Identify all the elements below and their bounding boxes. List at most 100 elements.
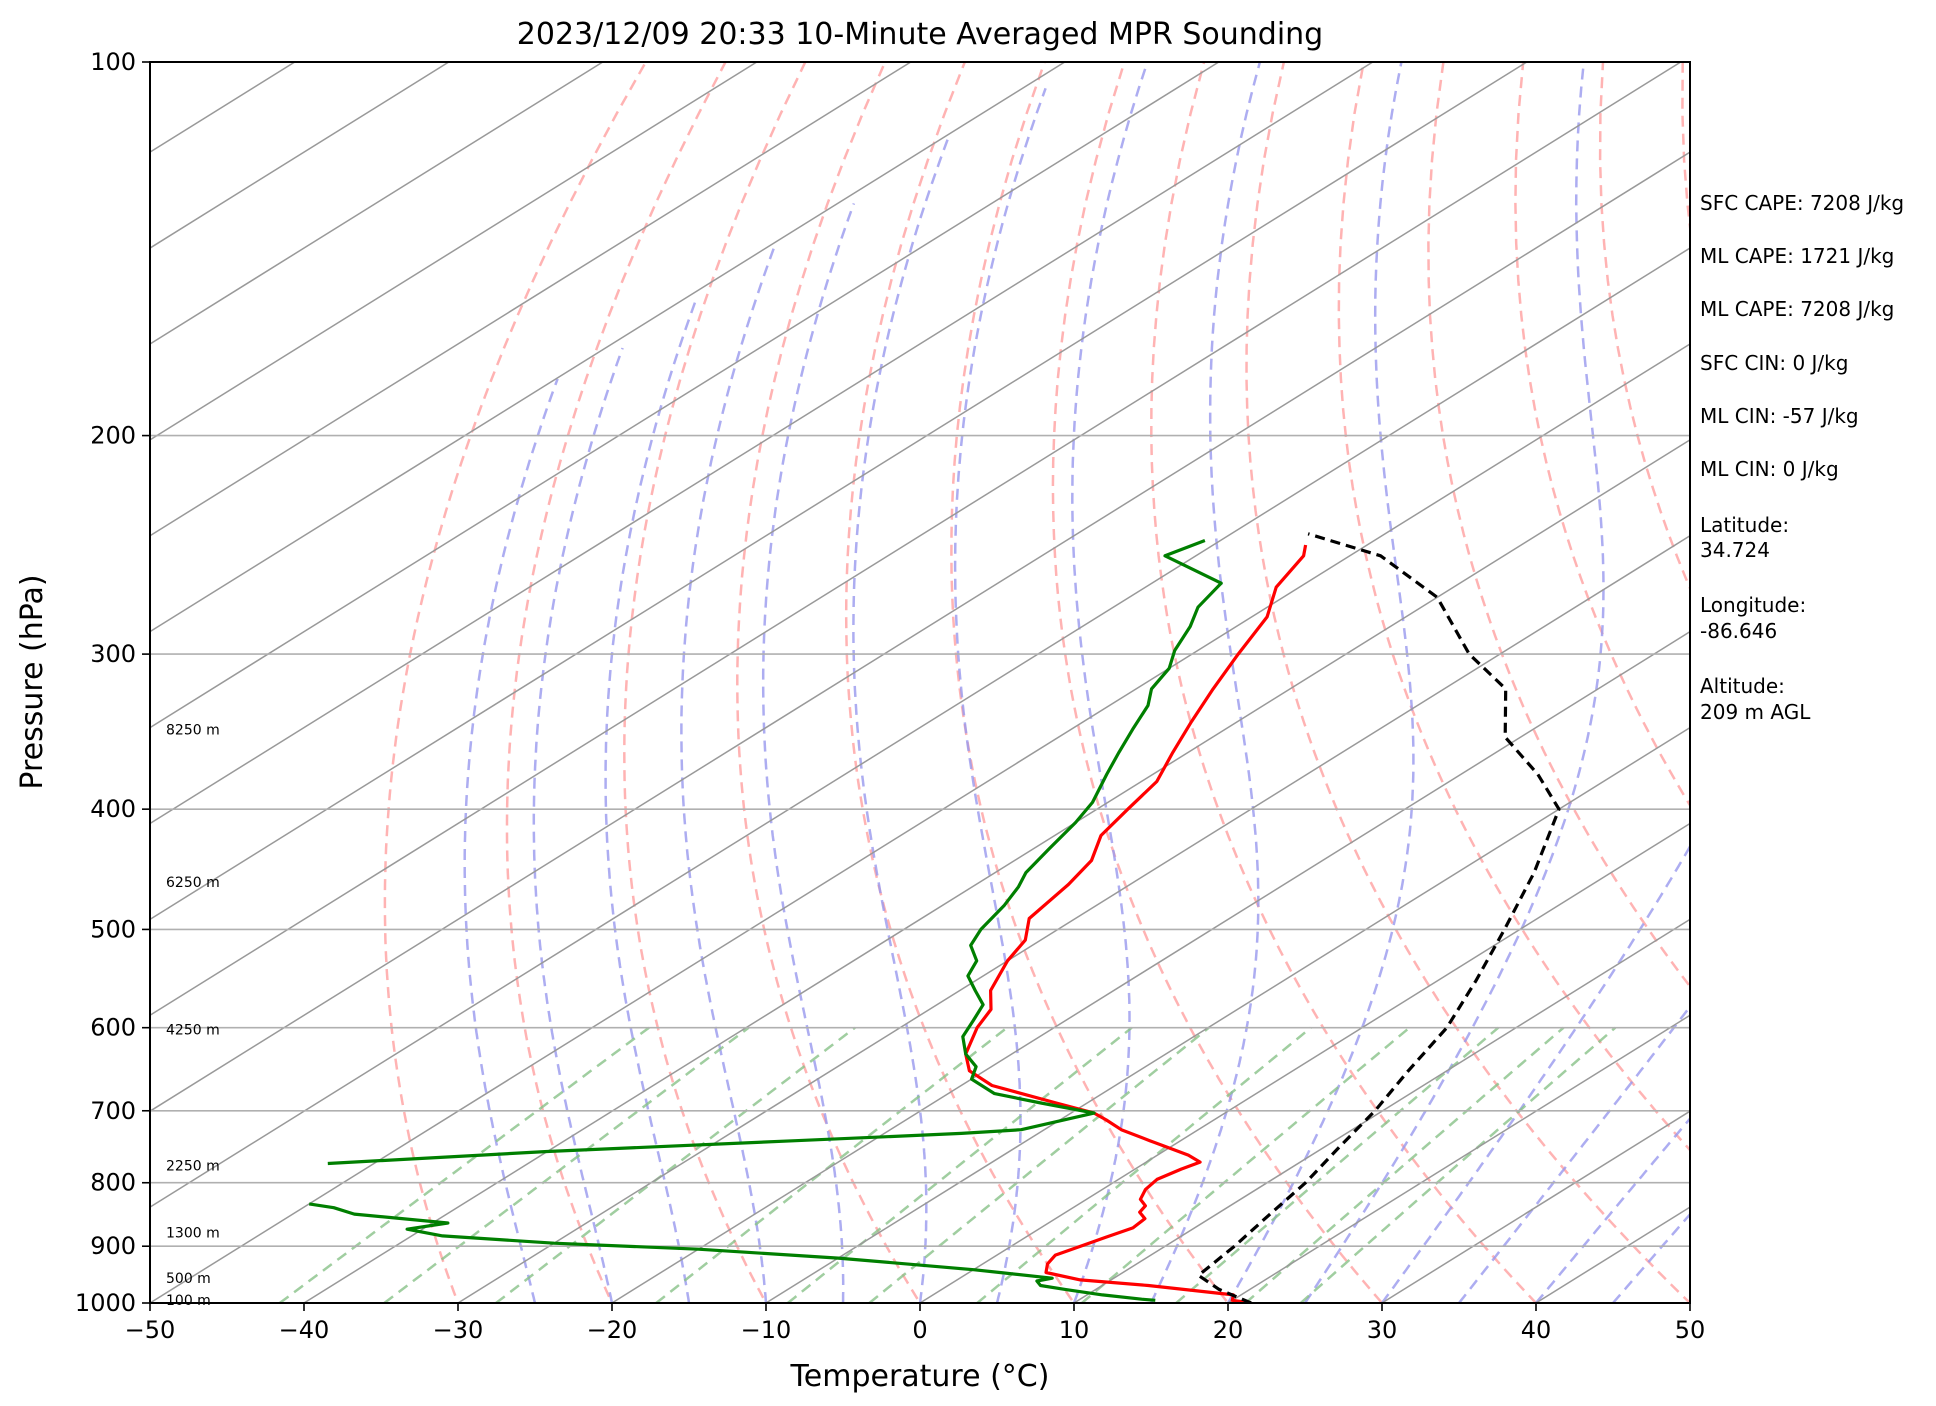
x-tick-label: −20 <box>587 1316 638 1344</box>
isotherm <box>150 151 1690 1113</box>
moist-adiabat <box>532 347 624 1303</box>
stat-text: ML CIN: -57 J/kg <box>1700 404 1859 428</box>
stat-text: Latitude: <box>1700 513 1789 537</box>
isotherm <box>150 247 1690 1208</box>
isotherm <box>150 62 758 441</box>
x-tick-label: 0 <box>912 1316 927 1344</box>
moist-adiabat <box>1535 1116 1690 1303</box>
y-tick-label: 800 <box>90 1169 136 1197</box>
dry-adiabat <box>1598 62 1690 592</box>
moist-adiabat <box>463 378 559 1303</box>
stat-text: 209 m AGL <box>1700 700 1811 724</box>
mixing-ratio-line <box>868 1026 1210 1303</box>
isotherm <box>150 62 1682 1017</box>
height-label: 1300 m <box>166 1225 220 1241</box>
stat-text: ML CAPE: 7208 J/kg <box>1700 297 1894 321</box>
isotherm <box>150 62 604 345</box>
y-tick-label: 200 <box>90 422 136 450</box>
y-axis-label: Pressure (hPa) <box>15 574 50 789</box>
plot-area <box>150 62 1936 1329</box>
stat-text: Altitude: <box>1700 674 1785 698</box>
mixing-ratio-line <box>655 1026 1008 1303</box>
isotherm <box>765 726 1690 1303</box>
stat-text: ML CIN: 0 J/kg <box>1700 457 1839 481</box>
parcel-line <box>1196 532 1561 1303</box>
mixing-ratio-line <box>976 1026 1312 1303</box>
x-tick-label: 20 <box>1213 1316 1244 1344</box>
stat-text: 34.724 <box>1700 538 1770 562</box>
x-axis-label: Temperature (°C) <box>790 1359 1050 1394</box>
dewpoint-upper-line <box>327 539 1223 1166</box>
moist-adiabat <box>1458 1004 1690 1303</box>
sounding-stats: SFC CAPE: 7208 J/kg ML CAPE: 1721 J/kg ML … <box>1700 191 1904 724</box>
x-tick-label: 10 <box>1059 1316 1090 1344</box>
isotherm <box>150 62 1528 921</box>
isotherm <box>1073 918 1690 1303</box>
background-lines <box>150 62 1936 1329</box>
mixing-ratio-line <box>495 1026 856 1303</box>
x-tick-label: −30 <box>433 1316 484 1344</box>
moist-adiabat <box>852 136 950 1303</box>
stat-text: ML CAPE: 1721 J/kg <box>1700 244 1894 268</box>
y-tick-label: 300 <box>90 640 136 668</box>
x-tick-label: 30 <box>1367 1316 1398 1344</box>
x-axis-ticks: −50 −40 −30 −20 −10 0 10 20 30 40 50 <box>125 1303 1706 1344</box>
sounding-series <box>308 532 1561 1303</box>
dry-adiabat <box>383 62 647 1303</box>
isotherm <box>150 62 1374 825</box>
isotherm <box>150 62 450 249</box>
moist-adiabat <box>1149 62 1262 1303</box>
stat-text: -86.646 <box>1700 619 1777 643</box>
isotherm <box>919 822 1690 1303</box>
mixing-ratio-line <box>787 1026 1133 1303</box>
moist-adiabat <box>761 202 856 1303</box>
isotherm <box>303 438 1690 1303</box>
height-label: 2250 m <box>166 1159 220 1175</box>
y-tick-label: 900 <box>90 1232 136 1260</box>
stat-text: SFC CAPE: 7208 J/kg <box>1700 191 1904 215</box>
isotherm <box>457 534 1690 1303</box>
x-tick-label: 50 <box>1675 1316 1706 1344</box>
dry-adiabat <box>1922 62 1936 1329</box>
dry-adiabat <box>844 62 1076 1303</box>
height-label: 4250 m <box>166 1022 220 1038</box>
stat-text: Longitude: <box>1700 593 1806 617</box>
moist-adiabat <box>680 242 777 1303</box>
y-tick-label: 600 <box>90 1014 136 1042</box>
isotherm <box>150 62 1066 633</box>
dry-adiabat <box>1051 62 1384 1303</box>
moist-adiabat <box>1226 62 1415 1303</box>
dry-adiabat <box>1245 62 1690 1303</box>
mixing-ratio-line <box>1299 1026 1617 1303</box>
y-tick-label: 700 <box>90 1097 136 1125</box>
x-tick-label: −40 <box>279 1316 330 1344</box>
y-tick-label: 500 <box>90 915 136 943</box>
moist-adiabat <box>953 87 1047 1303</box>
dry-adiabat <box>950 62 1230 1303</box>
dry-adiabat <box>505 62 727 1303</box>
isotherm <box>611 630 1690 1303</box>
y-tick-label: 400 <box>90 795 136 823</box>
y-tick-label: 1000 <box>75 1289 136 1317</box>
dry-adiabat <box>1150 62 1538 1303</box>
mixing-ratio-line <box>383 1026 750 1303</box>
isotherm <box>150 62 912 537</box>
stat-text: SFC CIN: 0 J/kg <box>1700 351 1848 375</box>
height-label: 6250 m <box>166 875 220 891</box>
dewpoint-line <box>308 1202 1156 1302</box>
x-tick-label: −10 <box>741 1316 792 1344</box>
moist-adiabat <box>1303 62 1605 1303</box>
height-labels: 8250 m 6250 m 4250 m 2250 m 1300 m 500 m 100 m <box>166 722 220 1308</box>
moist-adiabat <box>1380 844 1690 1303</box>
isotherm <box>1227 1014 1690 1303</box>
isotherm <box>150 62 1220 729</box>
isotherm <box>150 343 1690 1303</box>
y-axis-ticks: 100 200 300 400 500 600 700 800 900 1000 <box>75 48 150 1317</box>
height-label: 8250 m <box>166 722 220 738</box>
y-tick-label: 100 <box>90 48 136 76</box>
x-tick-label: 40 <box>1521 1316 1552 1344</box>
dry-adiabat <box>1337 62 1690 1152</box>
height-label: 100 m <box>166 1293 211 1309</box>
x-tick-label: −50 <box>125 1316 176 1344</box>
